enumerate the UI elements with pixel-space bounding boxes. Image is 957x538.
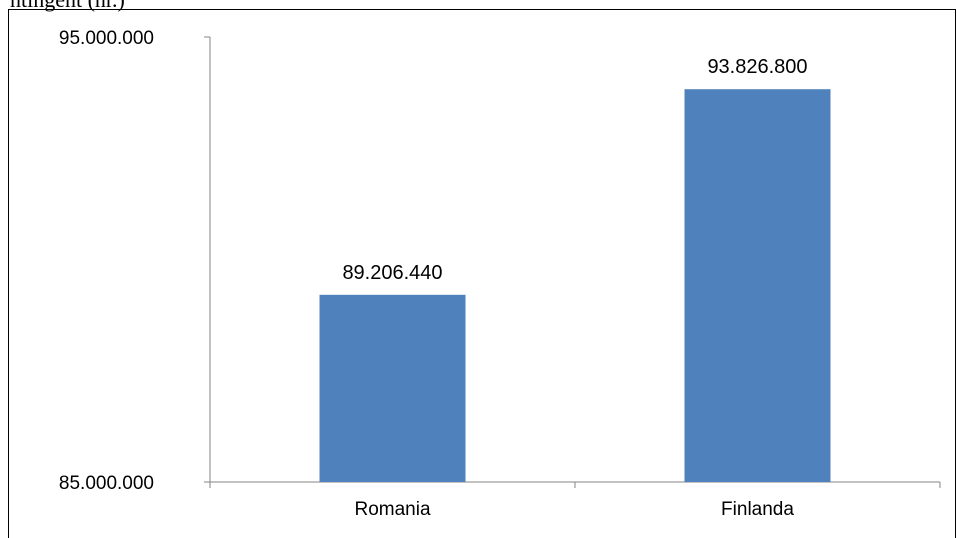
labels: 95.000.000 85.000.000 89.206.440 Romania 93.… xyxy=(59,28,808,520)
bars xyxy=(319,89,831,482)
caption-band xyxy=(0,0,957,9)
header-fragment: ntingent (nr.) xyxy=(10,0,125,12)
bar-finlanda xyxy=(684,89,831,482)
data-label: 89.206.440 xyxy=(342,262,442,284)
x-tick-label: Romania xyxy=(354,499,430,520)
axis-ticks xyxy=(204,36,941,488)
bar-romania xyxy=(319,294,466,482)
data-label: 93.826.800 xyxy=(707,56,807,78)
y-tick-label: 85.000.000 xyxy=(59,473,154,494)
plot-area: 95.000.000 85.000.000 89.206.440 Romania 93.… xyxy=(59,28,941,520)
x-tick-label: Finlanda xyxy=(721,499,794,520)
y-tick-label: 95.000.000 xyxy=(59,28,154,49)
